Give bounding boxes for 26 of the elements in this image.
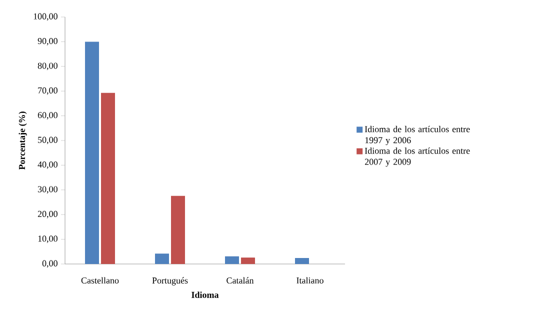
bar bbox=[171, 196, 186, 264]
x-tick-label: Castellano bbox=[81, 277, 119, 284]
y-tick-label: 90,00 bbox=[38, 38, 58, 46]
x-tick-label: Italiano bbox=[296, 277, 324, 284]
bar bbox=[101, 92, 116, 264]
x-tick-label: Catalán bbox=[226, 277, 254, 284]
y-tick-label: 100,00 bbox=[34, 13, 58, 21]
legend-label: Idioma de los artículos entre 2007 y 2009 bbox=[364, 147, 470, 167]
y-tick-label: 10,00 bbox=[38, 236, 58, 243]
y-tick-label: 70,00 bbox=[38, 87, 58, 95]
y-tick-label: 50,00 bbox=[38, 136, 58, 144]
y-tick-label: 60,00 bbox=[38, 112, 58, 120]
y-tick-label: 0,00 bbox=[42, 260, 58, 268]
bar bbox=[225, 256, 240, 264]
x-axis-title: Idioma bbox=[192, 292, 219, 298]
bar bbox=[295, 258, 309, 264]
y-tick-label: 40,00 bbox=[38, 162, 58, 169]
y-axis-title: Porcentaje (%) bbox=[18, 112, 27, 170]
bar bbox=[85, 42, 100, 264]
y-tick-label: 20,00 bbox=[38, 210, 58, 218]
legend-label: Idioma de los artículos entre 1997 y 2006 bbox=[364, 126, 470, 146]
bar bbox=[241, 258, 256, 264]
y-tick-label: 80,00 bbox=[38, 62, 58, 70]
y-tick-label: 30,00 bbox=[38, 186, 58, 194]
bar bbox=[155, 254, 170, 264]
x-tick-label: Portugués bbox=[152, 277, 188, 286]
